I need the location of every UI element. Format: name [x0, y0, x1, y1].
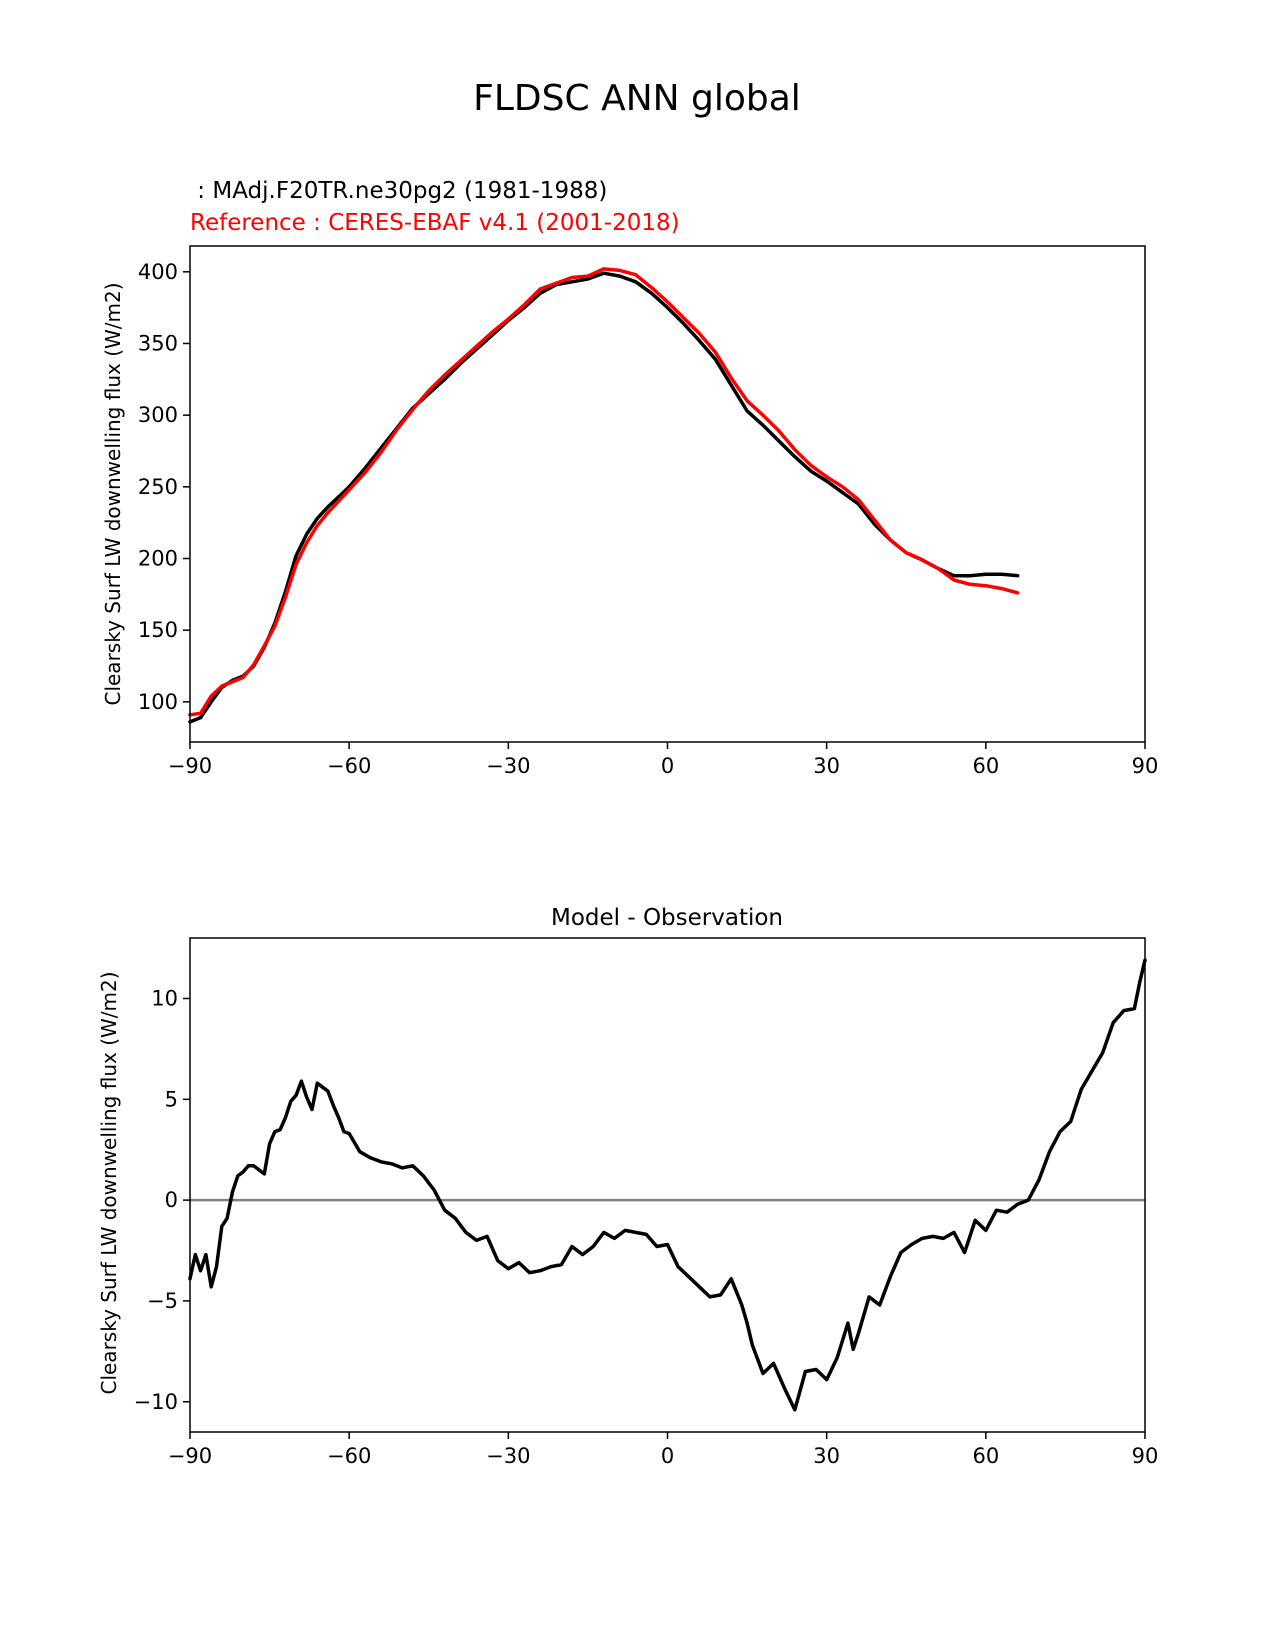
- top-panel-x-tick-label: 0: [661, 754, 674, 778]
- bottom-panel-y-tick-label: −10: [134, 1390, 178, 1414]
- bottom-panel-x-tick-label: 60: [972, 1444, 999, 1468]
- top-panel-y-tick-label: 200: [138, 547, 178, 571]
- top-panel-y-axis-label: Clearsky Surf LW downwelling flux (W/m2): [101, 282, 125, 705]
- bottom-panel-x-tick-label: −90: [168, 1444, 212, 1468]
- bottom-panel-x-tick-label: 30: [813, 1444, 840, 1468]
- top-panel-x-tick-label: −90: [168, 754, 212, 778]
- top-panel-x-tick-label: 60: [972, 754, 999, 778]
- top-panel-y-tick-label: 400: [138, 260, 178, 284]
- bottom-panel-x-tick-label: 0: [661, 1444, 674, 1468]
- top-panel-y-tick-label: 300: [138, 403, 178, 427]
- bottom-panel-title: Model - Observation: [551, 905, 783, 931]
- top-panel-x-tick-label: −30: [486, 754, 530, 778]
- bottom-panel-y-tick-label: 10: [151, 986, 178, 1010]
- top-panel-y-tick-label: 100: [138, 690, 178, 714]
- bottom-panel-plot-area: −90 −60 −30 0 30 60 90 −10 −5 0 5 10: [134, 958, 1159, 1468]
- top-panel-y-tick-label: 250: [138, 475, 178, 499]
- top-panel: Clearsky Surf LW downwelling flux (W/m2)…: [101, 245, 1158, 778]
- top-panel-y-tick-label: 350: [138, 331, 178, 355]
- bottom-panel-y-axis-label: Clearsky Surf LW downwelling flux (W/m2): [97, 971, 121, 1394]
- top-panel-x-tick-label: −60: [327, 754, 371, 778]
- top-panel-series-line-reference: [188, 267, 1020, 717]
- bottom-panel-y-tick-label: 5: [165, 1087, 178, 1111]
- top-panel-x-tick-label: 30: [813, 754, 840, 778]
- top-panel-x-tick-label: 90: [1132, 754, 1159, 778]
- bottom-panel-y-tick-label: −5: [147, 1289, 178, 1313]
- bottom-panel-x-tick-label: −60: [327, 1444, 371, 1468]
- test-case-label: : MAdj.F20TR.ne30pg2 (1981-1988): [190, 178, 607, 204]
- top-panel-y-tick-label: 150: [138, 618, 178, 642]
- top-panel-plot-area: −90 −60 −30 0 30 60 90 100 150 200 250 300 350 400: [138, 260, 1158, 778]
- figure-title: FLDSC ANN global: [473, 78, 801, 119]
- bottom-panel: Model - Observation Clearsky Surf LW dow…: [97, 905, 1158, 1468]
- reference-label: Reference : CERES-EBAF v4.1 (2001-2018): [190, 210, 680, 236]
- bottom-panel-frame: [189, 937, 1146, 1433]
- bottom-panel-x-tick-label: −30: [486, 1444, 530, 1468]
- bottom-panel-y-tick-label: 0: [165, 1188, 178, 1212]
- bottom-panel-series-line-test: [188, 958, 1147, 1412]
- top-panel-series-line-test: [188, 271, 1020, 724]
- top-panel-frame: [189, 245, 1146, 743]
- bottom-panel-x-tick-label: 90: [1132, 1444, 1159, 1468]
